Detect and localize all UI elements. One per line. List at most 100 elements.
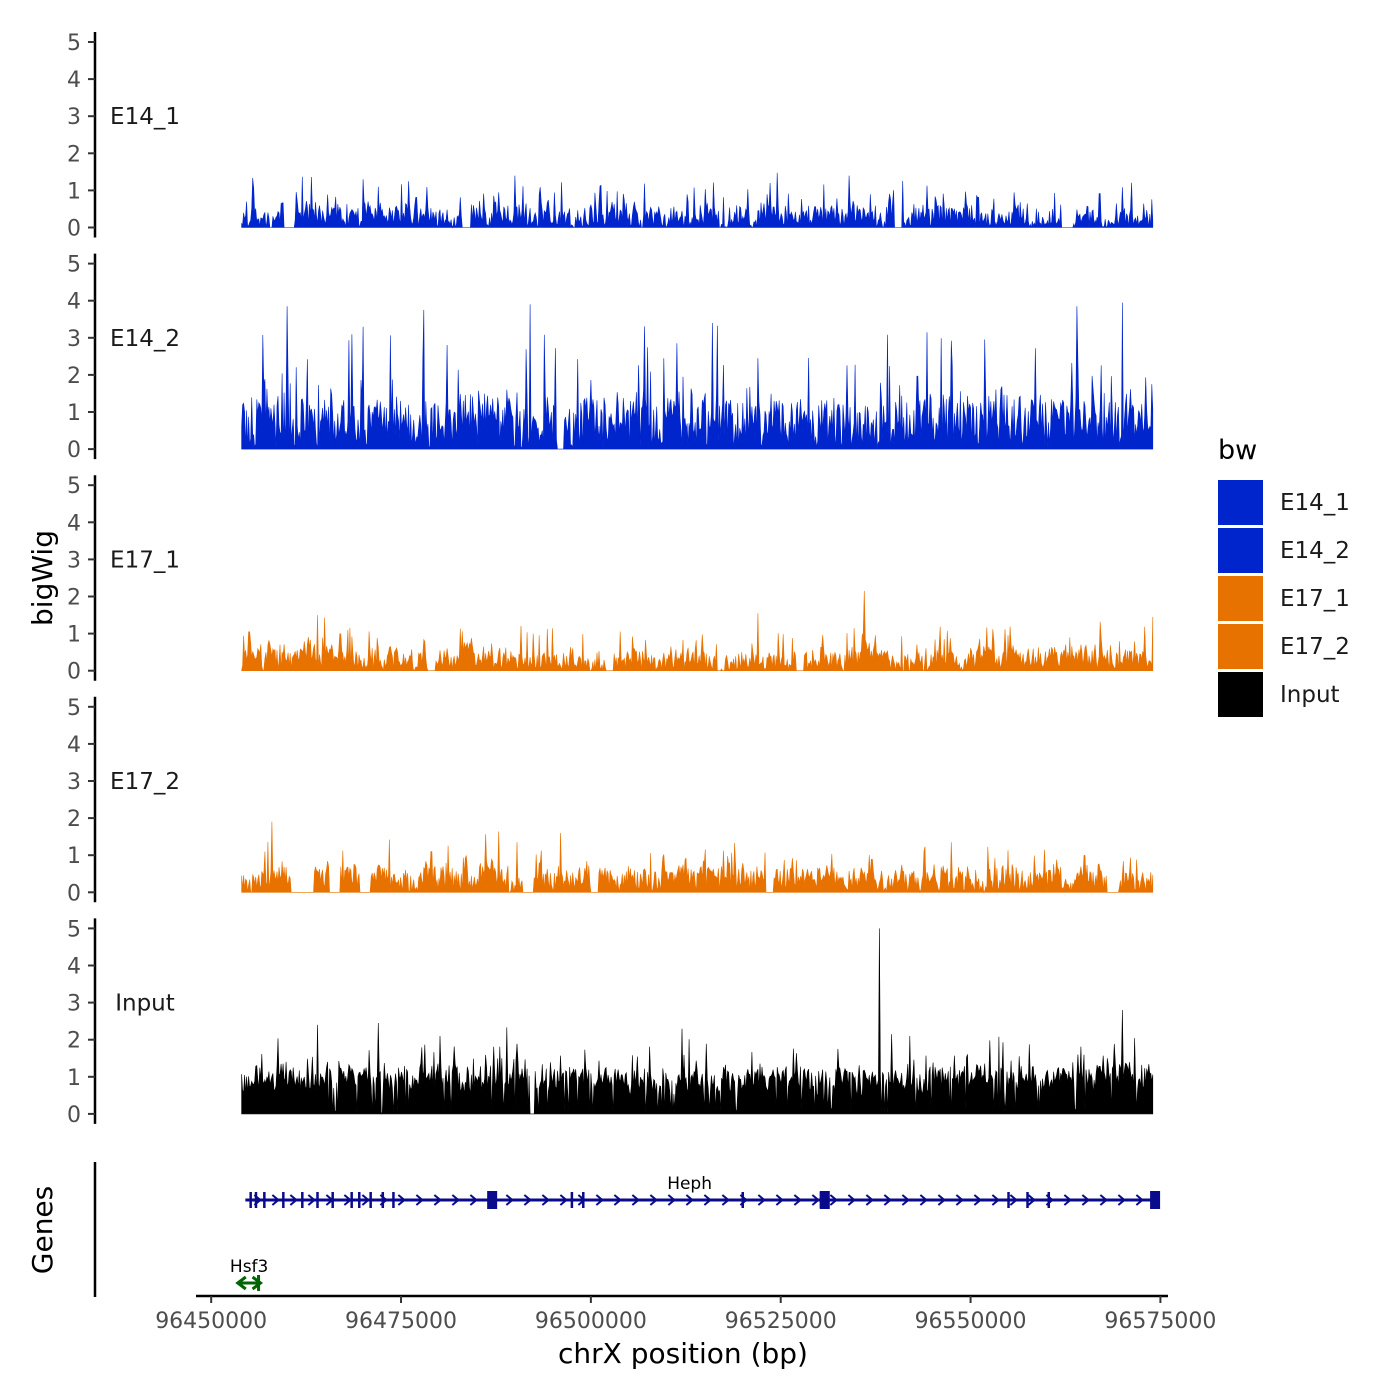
- x-tick-label: 96575000: [1104, 1309, 1216, 1334]
- y-tick-label: 1: [67, 179, 81, 204]
- coverage-area-E17_1: [241, 590, 1154, 672]
- legend: bw E14_1 E14_2 E17_1 E17_2 Input: [1218, 435, 1350, 717]
- strand-arrow: [1117, 1194, 1126, 1206]
- y-tick-label: 0: [67, 1103, 81, 1128]
- x-tick-label: 96525000: [725, 1309, 837, 1334]
- y-tick-label: 4: [67, 733, 81, 758]
- coverage-area-E17_2: [241, 821, 1154, 894]
- strand-arrow: [343, 1194, 352, 1206]
- track-Input: 0 1 2 3 4 5 Input: [67, 917, 1154, 1128]
- gene-label: Heph: [667, 1174, 712, 1194]
- y-tick-label: 4: [67, 955, 81, 980]
- strand-arrow: [559, 1194, 568, 1206]
- track-E17_1: 0 1 2 3 4 5 E17_1: [67, 474, 1154, 685]
- y-tick-label: 1: [67, 623, 81, 648]
- track-E17_2: 0 1 2 3 4 5 E17_2: [67, 696, 1154, 906]
- strand-arrow: [577, 1194, 586, 1206]
- legend-title: bw: [1218, 435, 1257, 466]
- strand-arrow: [973, 1194, 982, 1206]
- strand-arrow: [1045, 1194, 1054, 1206]
- x-axis-title: chrX position (bp): [558, 1337, 808, 1370]
- strand-arrow: [541, 1194, 550, 1206]
- strand-arrow: [1135, 1194, 1144, 1206]
- track-label: Input: [115, 991, 175, 1017]
- strand-arrow: [685, 1194, 694, 1206]
- strand-arrow: [1009, 1194, 1018, 1206]
- exon-block: [1150, 1191, 1161, 1209]
- y-tick-label: 3: [67, 548, 81, 573]
- x-tick-label: 96550000: [915, 1309, 1027, 1334]
- strand-arrow: [271, 1194, 280, 1206]
- genes-panel: Heph Hsf3: [93, 1162, 1161, 1297]
- strand-arrow: [649, 1194, 658, 1206]
- coverage-area-E14_1: [241, 172, 1154, 229]
- strand-arrow: [523, 1194, 532, 1206]
- strand-arrow: [397, 1194, 406, 1206]
- y-tick-label: 4: [67, 290, 81, 315]
- track-label: E14_1: [110, 104, 180, 130]
- track-label: E17_2: [110, 769, 180, 795]
- x-tick-label: 96500000: [535, 1309, 647, 1334]
- y-tick-label: 4: [67, 511, 81, 536]
- legend-swatch: [1218, 576, 1263, 621]
- y-tick-label: 1: [67, 401, 81, 426]
- y-tick-label: 5: [67, 474, 81, 499]
- legend-swatch: [1218, 528, 1263, 573]
- y-tick-label: 1: [67, 1066, 81, 1091]
- strand-arrow: [613, 1194, 622, 1206]
- legend-label: E17_1: [1280, 586, 1350, 612]
- track-E14_2: 0 1 2 3 4 5 E14_2: [67, 253, 1154, 463]
- x-tick-label: 96475000: [345, 1309, 457, 1334]
- strand-arrow: [829, 1194, 838, 1206]
- strand-arrow: [631, 1194, 640, 1206]
- y-tick-label: 2: [67, 586, 81, 611]
- strand-arrow: [739, 1194, 748, 1206]
- y-tick-label: 3: [67, 327, 81, 352]
- x-tick-label: 96450000: [155, 1309, 267, 1334]
- strand-arrow: [289, 1194, 298, 1206]
- strand-arrow: [1099, 1194, 1108, 1206]
- y-tick-label: 5: [67, 696, 81, 721]
- y-tick-label: 2: [67, 1029, 81, 1054]
- strand-arrow: [1063, 1194, 1072, 1206]
- legend-swatch: [1218, 624, 1263, 669]
- strand-arrow: [721, 1194, 730, 1206]
- y-axis-title-bigwig: bigWig: [26, 530, 59, 626]
- strand-arrow: [469, 1194, 478, 1206]
- coverage-area-Input: [241, 928, 1154, 1115]
- strand-arrow: [1081, 1194, 1090, 1206]
- track-E14_1: 0 1 2 3 4 5 E14_1: [67, 31, 1154, 242]
- strand-arrow: [955, 1194, 964, 1206]
- y-tick-label: 0: [67, 438, 81, 463]
- strand-arrow: [487, 1194, 496, 1206]
- strand-arrow: [235, 1275, 247, 1291]
- y-tick-label: 3: [67, 105, 81, 130]
- strand-arrow: [379, 1194, 388, 1206]
- strand-arrow: [451, 1194, 460, 1206]
- y-tick-label: 5: [67, 31, 81, 56]
- y-tick-label: 4: [67, 68, 81, 93]
- y-tick-label: 1: [67, 844, 81, 869]
- strand-arrow: [937, 1194, 946, 1206]
- strand-arrow: [703, 1194, 712, 1206]
- gene-Hsf3: Hsf3: [230, 1257, 268, 1291]
- strand-arrow: [307, 1194, 316, 1206]
- strand-arrow: [919, 1194, 928, 1206]
- y-tick-label: 0: [67, 217, 81, 242]
- exon-block: [487, 1191, 498, 1209]
- strand-arrow: [415, 1194, 424, 1206]
- track-label: E17_1: [110, 547, 180, 573]
- strand-arrow: [883, 1194, 892, 1206]
- strand-arrow: [325, 1194, 334, 1206]
- y-tick-label: 0: [67, 881, 81, 906]
- legend-swatch: [1218, 672, 1263, 717]
- strand-arrow: [775, 1194, 784, 1206]
- legend-label: E14_1: [1280, 490, 1350, 516]
- legend-label: E14_2: [1280, 538, 1350, 564]
- strand-arrow: [811, 1194, 820, 1206]
- legend-swatch: [1218, 480, 1263, 525]
- strand-arrow: [793, 1194, 802, 1206]
- strand-arrow: [253, 1194, 262, 1206]
- x-axis: 96450000 96475000 96500000 96525000 96550000…: [155, 1294, 1216, 1334]
